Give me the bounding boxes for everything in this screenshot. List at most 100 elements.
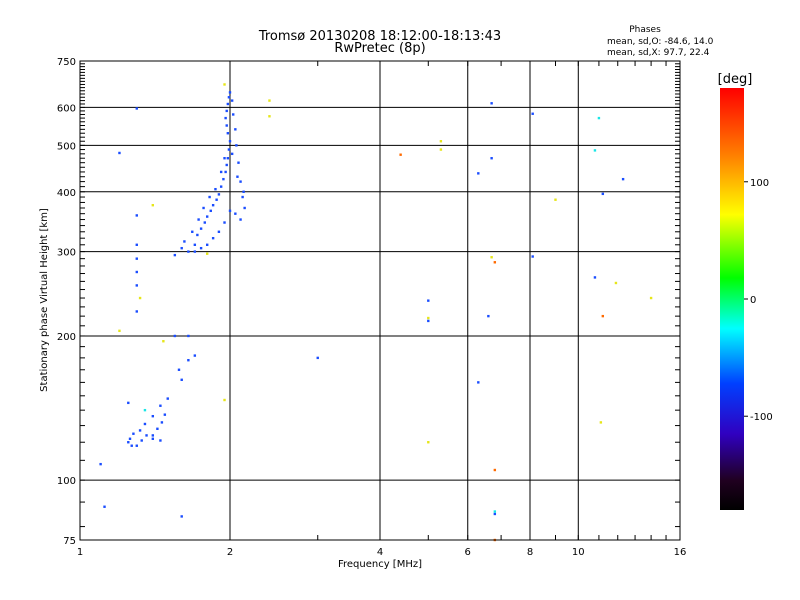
y-tick-label: 500	[57, 141, 76, 152]
data-point	[217, 193, 221, 196]
data-point	[239, 218, 242, 221]
data-point	[191, 230, 194, 233]
data-point	[135, 214, 138, 217]
data-point	[614, 281, 618, 285]
data-point	[128, 437, 132, 440]
data-point	[223, 221, 226, 224]
data-point	[209, 209, 212, 213]
data-point	[232, 113, 235, 116]
data-point	[490, 157, 493, 160]
data-point	[187, 250, 190, 253]
data-point	[135, 284, 138, 287]
data-point	[649, 296, 653, 300]
data-point	[135, 107, 138, 110]
data-point	[234, 212, 237, 215]
data-point	[226, 157, 230, 160]
data-point	[222, 177, 225, 181]
data-point	[187, 334, 190, 338]
data-point	[242, 190, 245, 193]
data-points	[99, 83, 653, 542]
data-point	[135, 257, 138, 260]
data-point	[228, 140, 232, 143]
data-point	[226, 132, 230, 135]
y-tick-label: 750	[57, 57, 76, 68]
data-point	[439, 140, 443, 143]
data-point	[593, 276, 597, 279]
data-point	[427, 441, 430, 444]
phase-info-x: mean, sd,X: 97.7, 22.4	[607, 48, 710, 58]
data-point	[223, 83, 226, 86]
data-point	[205, 215, 209, 218]
data-point	[180, 246, 183, 250]
data-point	[219, 170, 223, 174]
data-point	[427, 316, 430, 320]
data-point	[130, 444, 133, 447]
data-point	[163, 413, 167, 416]
y-tick-label: 75	[63, 536, 76, 547]
phase-info-o: mean, sd,O: -84.6, 14.0	[607, 37, 714, 47]
data-point	[193, 250, 197, 253]
data-point	[140, 439, 143, 442]
data-point	[135, 243, 138, 246]
data-point	[225, 109, 228, 113]
data-point	[199, 227, 203, 230]
data-point	[208, 195, 211, 199]
data-point	[427, 299, 430, 302]
data-point	[180, 515, 183, 518]
data-point	[183, 240, 186, 243]
data-point	[159, 404, 162, 407]
data-point	[197, 218, 200, 221]
data-point	[187, 359, 190, 362]
data-point	[127, 441, 130, 444]
x-tick-label: 6	[465, 547, 471, 558]
x-tick-label: 8	[527, 547, 533, 558]
data-point	[138, 296, 142, 300]
data-point	[593, 149, 597, 152]
data-point	[177, 368, 181, 371]
data-point	[138, 429, 142, 432]
data-point	[316, 356, 319, 360]
data-point	[162, 340, 165, 343]
data-point	[477, 381, 480, 384]
data-point	[143, 422, 147, 426]
data-point	[193, 243, 197, 246]
data-point	[225, 163, 228, 167]
data-point	[151, 203, 155, 207]
y-axis-label: Stationary phase Virtual Height [km]	[39, 208, 50, 392]
data-point	[236, 175, 239, 178]
data-point	[160, 421, 164, 424]
data-point	[243, 206, 246, 210]
data-point	[439, 148, 443, 151]
data-point	[118, 329, 121, 333]
data-point	[219, 185, 223, 188]
data-point	[241, 195, 244, 199]
data-point	[228, 209, 232, 213]
data-point	[166, 397, 169, 400]
data-point	[531, 112, 534, 115]
y-tick-label: 400	[57, 188, 76, 199]
data-point	[103, 505, 106, 508]
data-point	[143, 408, 147, 412]
data-point	[493, 261, 497, 264]
data-point	[493, 512, 497, 516]
data-point	[601, 192, 605, 196]
data-point	[487, 314, 490, 318]
data-point	[135, 310, 138, 313]
y-tick-label: 200	[57, 332, 76, 343]
data-point	[531, 255, 534, 258]
data-point	[621, 177, 625, 181]
x-tick-label: 2	[227, 547, 233, 558]
data-point	[601, 314, 605, 318]
data-point	[196, 233, 199, 237]
data-point	[156, 427, 159, 431]
data-point	[193, 354, 197, 357]
data-point	[145, 434, 148, 437]
data-point	[239, 180, 242, 183]
x-tick-label: 10	[572, 547, 585, 558]
chart-title: Tromsø 20130208 18:12:00-18:13:43	[258, 29, 501, 44]
colorbar-ticks: 100 0 -100	[744, 178, 773, 423]
y-tick-label: 100	[57, 476, 76, 487]
data-point	[599, 421, 603, 424]
data-point	[490, 256, 493, 259]
